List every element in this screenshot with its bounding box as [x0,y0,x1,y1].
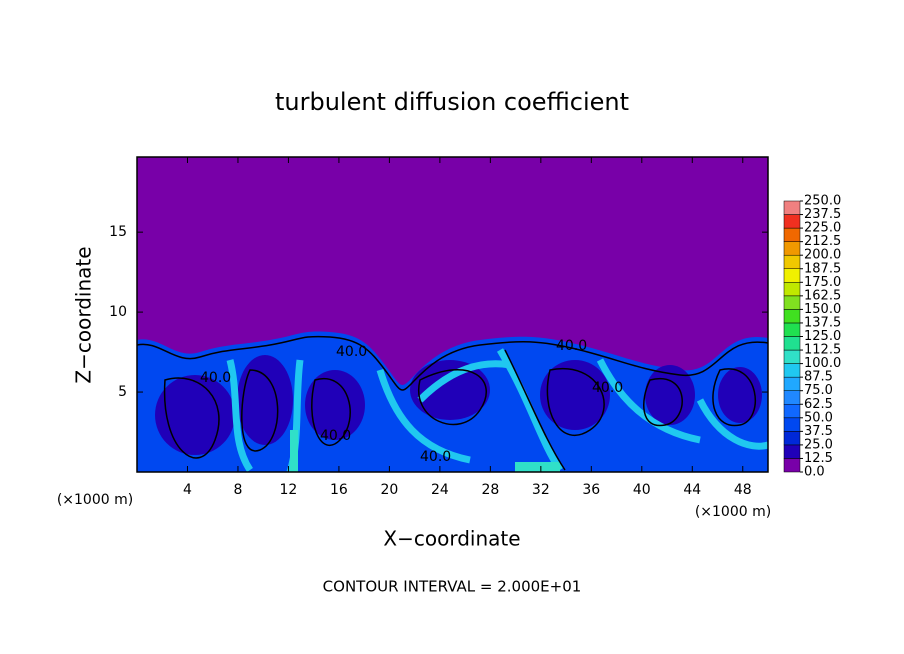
colorbar-label: 50.0 [804,410,833,425]
contour-label: 40.0 [420,449,451,465]
x-tick-label: 4 [183,482,192,498]
plot-frame [136,156,769,473]
colorbar-label: 237.5 [804,207,841,222]
colorbar-label: 75.0 [804,383,833,398]
x-unit: (×1000 m) [57,492,133,508]
colorbar-band [783,458,801,473]
x-tick-label: 48 [734,482,752,498]
colorbar-band [783,241,801,256]
colorbar-band [783,227,801,242]
contour-labels: 40.0 40.0 40.0 40.0 40.0 40.0 [200,338,623,465]
annotation: CONTOUR INTERVAL = 2.000E+01 [323,578,582,596]
colorbar-band [783,322,801,337]
x-tick-label: 40 [633,482,651,498]
colorbar-label: 12.5 [804,451,833,466]
colorbar-band [783,404,801,419]
colorbar-label: 0.0 [804,465,825,480]
x-tick-label: 44 [683,482,701,498]
x-tick-label: 20 [380,482,398,498]
contour-label: 40.0 [320,428,351,444]
field: 40.0 40.0 40.0 40.0 40.0 40.0 [137,157,768,472]
x-tick-label: 12 [280,482,298,498]
x-axis-label: X−coordinate [383,527,520,551]
chart-title: turbulent diffusion coefficient [275,88,629,116]
colorbar-label: 137.5 [804,315,841,330]
contour-label: 40.0 [592,380,623,396]
y-tick-label: 10 [109,304,127,320]
colorbar-label: 175.0 [804,275,841,290]
colorbar-label: 250.0 [804,194,841,209]
colorbar-band [783,363,801,378]
y-axis-label: Z−coordinate [72,246,96,383]
colorbar-label: 62.5 [804,397,833,412]
colorbar-band [783,376,801,391]
colorbar-band [783,200,801,215]
colorbar-band [783,444,801,459]
contours [137,335,768,471]
colorbar-label: 187.5 [804,261,841,276]
colorbar-label: 200.0 [804,248,841,263]
contour-label: 40.0 [200,370,231,386]
colorbar-band [783,282,801,297]
contour-label: 40.0 [336,344,367,360]
x-tick-label: 32 [532,482,550,498]
colorbar-band [783,390,801,405]
colorbar-label: 162.5 [804,288,841,303]
y-tick-label: 15 [109,224,127,240]
colorbar-band [783,254,801,269]
x-tick-label: 16 [330,482,348,498]
colorbar-label: 225.0 [804,221,841,236]
colorbar-band [783,268,801,283]
colorbar-band [783,431,801,446]
x-tick-label: 24 [431,482,449,498]
colorbar-band [783,309,801,324]
colorbar-label: 37.5 [804,424,833,439]
colorbar-band [783,349,801,364]
colorbar-band [783,295,801,310]
x-tick-label: 36 [582,482,600,498]
colorbar-band [783,336,801,351]
peak-patches [290,430,560,472]
colorbar-label: 25.0 [804,437,833,452]
y-tick-label: 5 [118,384,127,400]
x-tick-label: 8 [233,482,242,498]
colorbar-label: 212.5 [804,234,841,249]
colorbar-label: 87.5 [804,370,833,385]
colorbar-label: 100.0 [804,356,841,371]
x-tick-label: 28 [481,482,499,498]
colorbar-label: 150.0 [804,302,841,317]
colorbar-band [783,214,801,229]
colorbar-label: 125.0 [804,329,841,344]
colorbar-label: 112.5 [804,343,841,358]
x-unit: (×1000 m) [695,504,771,520]
colorbar-band [783,417,801,432]
contour-label: 40.0 [556,338,587,354]
